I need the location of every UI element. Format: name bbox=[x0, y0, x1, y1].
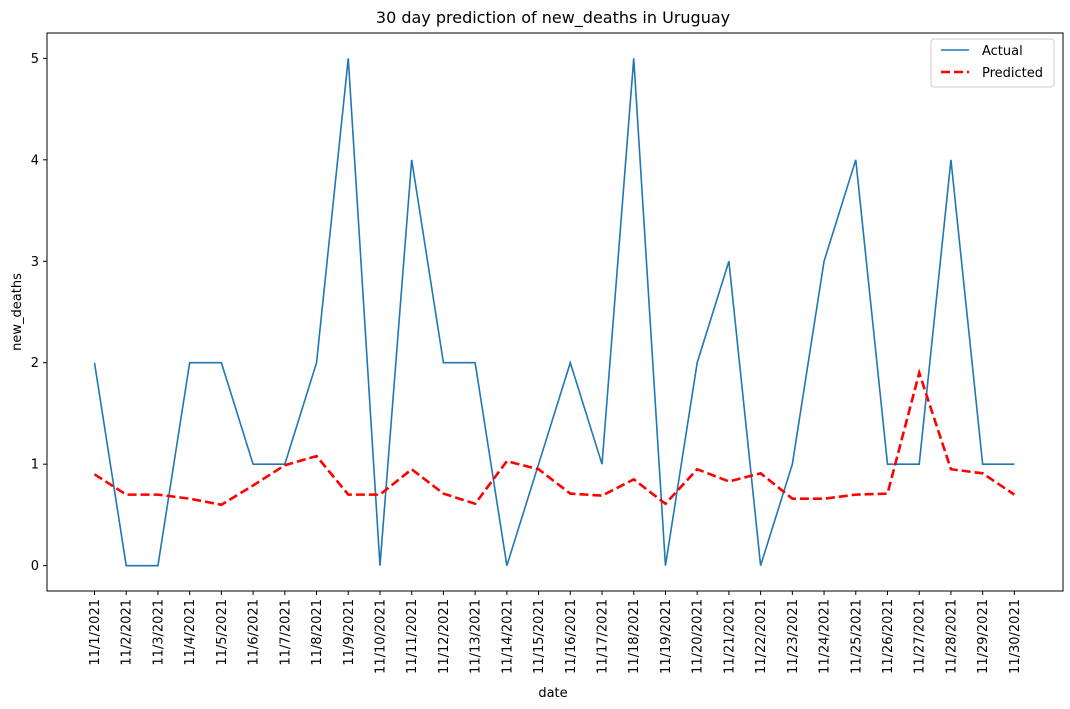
x-axis: 11/1/2021 11/2/2021 11/3/2021 11/4/2021 11/5… bbox=[88, 591, 1023, 674]
x-tick-label: 11/15/2021 bbox=[532, 599, 547, 674]
legend-label-predicted: Predicted bbox=[982, 66, 1043, 81]
x-tick-label: 11/19/2021 bbox=[659, 599, 674, 674]
series-group bbox=[93, 58, 1016, 567]
x-tick-label: 11/18/2021 bbox=[627, 599, 642, 674]
x-tick-label: 11/30/2021 bbox=[1008, 599, 1023, 674]
x-tick-label: 11/3/2021 bbox=[151, 599, 166, 666]
x-tick-label: 11/2/2021 bbox=[120, 599, 135, 666]
x-tick-label: 11/13/2021 bbox=[469, 599, 484, 674]
x-tick-label: 11/14/2021 bbox=[500, 599, 515, 674]
y-axis: 0 1 2 3 4 5 bbox=[31, 52, 47, 574]
series-line-predicted bbox=[93, 368, 1016, 507]
y-tick-label: 5 bbox=[31, 52, 39, 67]
x-tick-label: 11/7/2021 bbox=[278, 599, 293, 666]
x-tick-label: 11/12/2021 bbox=[437, 599, 452, 674]
x-tick-label: 11/25/2021 bbox=[849, 599, 864, 674]
legend: Actual Predicted bbox=[930, 38, 1055, 88]
y-axis-title: new_deaths bbox=[10, 273, 25, 351]
x-tick-label: 11/23/2021 bbox=[786, 599, 801, 674]
legend-box bbox=[930, 38, 1055, 88]
x-tick-label: 11/10/2021 bbox=[373, 599, 388, 674]
x-tick-label: 11/1/2021 bbox=[88, 599, 103, 666]
x-axis-title: date bbox=[538, 686, 567, 701]
x-tick-label: 11/28/2021 bbox=[944, 599, 959, 674]
y-tick-label: 1 bbox=[31, 458, 39, 473]
x-tick-label: 11/9/2021 bbox=[342, 599, 357, 666]
x-tick-label: 11/17/2021 bbox=[596, 599, 611, 674]
x-tick-label: 11/24/2021 bbox=[818, 599, 833, 674]
x-tick-label: 11/29/2021 bbox=[976, 599, 991, 674]
plot-area bbox=[46, 32, 1064, 592]
x-tick-label: 11/4/2021 bbox=[183, 599, 198, 666]
x-tick-label: 11/22/2021 bbox=[754, 599, 769, 674]
x-tick-label: 11/11/2021 bbox=[405, 599, 420, 674]
y-tick-label: 2 bbox=[31, 356, 39, 371]
x-tick-label: 11/16/2021 bbox=[564, 599, 579, 674]
x-tick-label: 11/26/2021 bbox=[881, 599, 896, 674]
y-tick-label: 4 bbox=[31, 153, 39, 168]
x-tick-label: 11/8/2021 bbox=[310, 599, 325, 666]
x-tick-label: 11/21/2021 bbox=[722, 599, 737, 674]
chart-title: 30 day prediction of new_deaths in Urugu… bbox=[376, 8, 730, 28]
x-tick-label: 11/6/2021 bbox=[247, 599, 262, 666]
y-tick-label: 0 bbox=[31, 559, 39, 574]
y-tick-label: 3 bbox=[31, 255, 39, 270]
x-tick-label: 11/5/2021 bbox=[215, 599, 230, 666]
x-tick-label: 11/27/2021 bbox=[913, 599, 928, 674]
x-tick-label: 11/20/2021 bbox=[691, 599, 706, 674]
series-line-actual bbox=[93, 58, 1015, 567]
legend-label-actual: Actual bbox=[982, 44, 1023, 59]
